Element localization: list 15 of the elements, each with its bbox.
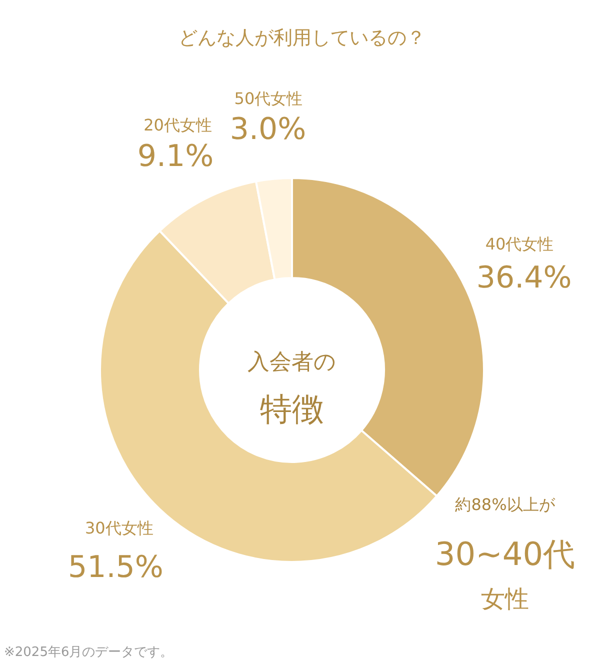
text: ※2025年6月のデータです。 <box>4 645 174 660</box>
text: 入会者の <box>248 350 336 375</box>
data-label: 51.5% <box>68 550 164 586</box>
text: 女性 <box>481 585 529 613</box>
data-label: 3.0% <box>230 112 306 148</box>
slice-label: 20代女性 <box>144 116 212 135</box>
text: 30~40代 <box>434 535 576 573</box>
slice-label: 40代女性 <box>485 234 554 254</box>
text: 約88%以上が <box>455 495 556 514</box>
slice-label: 50代女性 <box>234 89 303 108</box>
data-label: 36.4% <box>476 260 572 296</box>
chart-title: どんな人が利用しているの？ <box>178 27 426 49</box>
data-label: 9.1% <box>137 139 214 174</box>
slice-label: 30代女性 <box>84 518 154 538</box>
text: 特徴 <box>260 390 324 428</box>
